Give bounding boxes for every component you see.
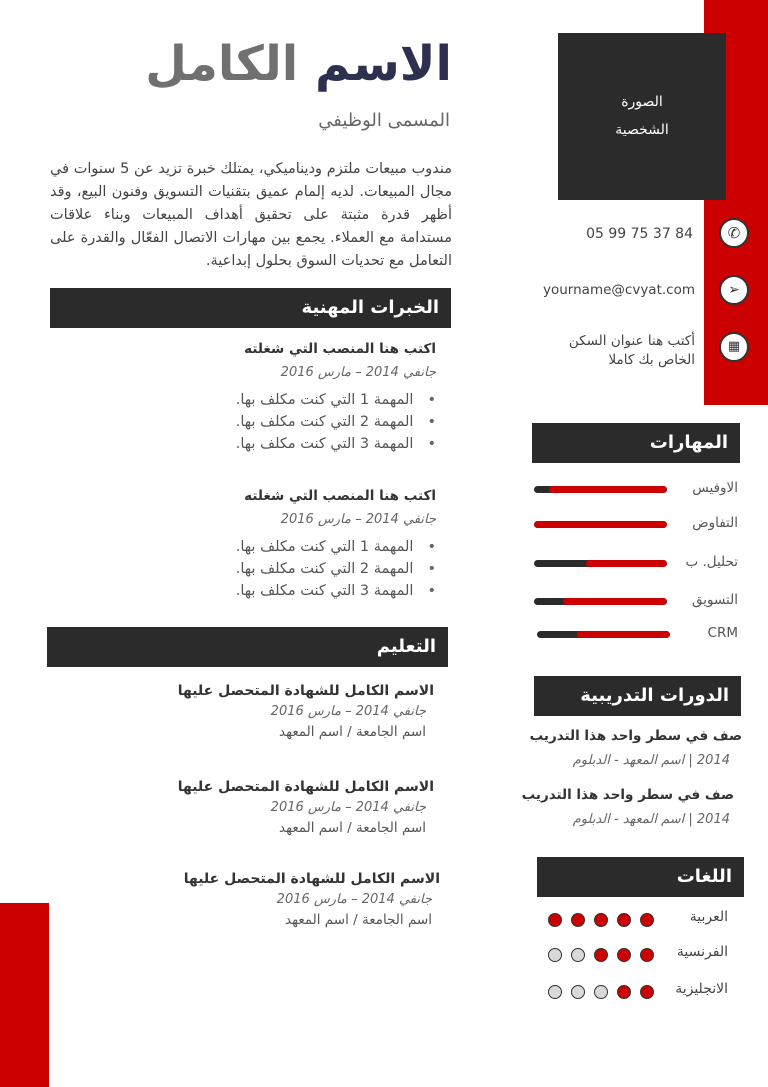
language-dot-empty [548,948,562,962]
language-dot-filled [548,913,562,927]
education-date: جانفي 2014 – مارس 2016 [270,704,426,719]
job-title: المسمى الوظيفي [318,110,450,131]
job-position: اكتب هنا المنصب التي شغلته [244,341,436,357]
skill-label: التسويق [692,592,738,608]
skill-bar-fill [563,598,667,605]
language-label: الانجليزية [675,981,728,997]
language-label: العربية [689,909,728,925]
course-detail: 2014 | اسم المعهد - الدبلوم [572,812,730,827]
photo-placeholder[interactable]: الصورة الشخصية [558,33,726,200]
job-position: اكتب هنا المنصب التي شغلته [244,488,436,504]
map-icon: ▦ [719,332,749,362]
address-line-1: أكتب هنا عنوان السكن [568,333,695,349]
experience-header: الخبرات المهنية [50,288,451,328]
skill-bar-fill [548,486,667,493]
language-dot-filled [571,913,585,927]
skill-label: التفاوض [692,515,738,531]
course-detail: 2014 | اسم المعهد - الدبلوم [572,753,730,768]
language-dot-empty [571,985,585,999]
task-list: المهمة 1 التي كنت مكلف بها. المهمة 2 الت… [136,389,436,455]
courses-header: الدورات التدريبية [534,676,741,716]
skill-label: CRM [707,625,738,641]
course-name: صف في سطر واحد هذا التدريب [521,787,734,803]
skill-bar [534,560,667,567]
education-item: الاسم الكامل للشهادة المتحصل عليها جانفي… [114,683,434,740]
job-2: اكتب هنا المنصب التي شغلته جانفي 2014 – … [136,488,436,602]
degree: الاسم الكامل للشهادة المتحصل عليها [177,683,434,699]
language-dot-filled [617,985,631,999]
degree: الاسم الكامل للشهادة المتحصل عليها [183,871,440,887]
address-line-2: الخاص بك كاملا [608,352,695,368]
email[interactable]: yourname@cvyat.com [543,282,695,298]
phone-icon: ✆ [719,218,749,248]
name-last: الكامل [145,36,299,92]
education-date: جانفي 2014 – مارس 2016 [270,800,426,815]
course-1: صف في سطر واحد هذا التدريب 2014 | اسم ال… [502,728,742,768]
skill-bar-fill [576,631,670,638]
skill-label: الاوفيس [692,480,738,496]
language-dot-filled [617,948,631,962]
phone: 05 99 75 37 84 [586,226,693,242]
language-dot-filled [640,948,654,962]
job-1: اكتب هنا المنصب التي شغلته جانفي 2014 – … [136,341,436,455]
full-name: الاسم الكامل [145,36,452,92]
task-list: المهمة 1 التي كنت مكلف بها. المهمة 2 الت… [136,536,436,602]
language-dot-empty [571,948,585,962]
skill-bar-fill [534,521,667,528]
skill-bar [534,486,667,493]
school: اسم الجامعة / اسم المعهد [279,724,426,740]
language-dot-empty [594,985,608,999]
photo-label-1: الصورة [621,94,663,110]
language-dot-filled [594,948,608,962]
task: المهمة 3 التي كنت مكلف بها. [136,580,436,602]
job-date: جانفي 2014 – مارس 2016 [280,365,436,380]
education-item: الاسم الكامل للشهادة المتحصل عليها جانفي… [120,871,440,928]
skill-bar [534,598,667,605]
summary: مندوب مبيعات ملتزم وديناميكي، يمتلك خبرة… [50,161,452,269]
course-name: صف في سطر واحد هذا التدريب [529,728,742,744]
skill-bar-fill [585,560,667,567]
job-date: جانفي 2014 – مارس 2016 [280,512,436,527]
language-dot-filled [594,913,608,927]
school: اسم الجامعة / اسم المعهد [279,820,426,836]
task: المهمة 2 التي كنت مكلف بها. [136,558,436,580]
skills-header: المهارات [532,423,740,463]
skill-bar [537,631,670,638]
language-dot-empty [548,985,562,999]
skill-label: تحليل. ب [685,554,738,570]
languages-header: اللغات [537,857,744,897]
language-label: الفرنسية [676,944,728,960]
task: المهمة 3 التي كنت مكلف بها. [136,433,436,455]
photo-label-2: الشخصية [615,122,669,138]
education-item: الاسم الكامل للشهادة المتحصل عليها جانفي… [114,779,434,836]
send-icon: ➢ [719,275,749,305]
school: اسم الجامعة / اسم المعهد [285,912,432,928]
task: المهمة 2 التي كنت مكلف بها. [136,411,436,433]
red-accent-bottom [0,903,49,1087]
language-dot-filled [617,913,631,927]
skill-bar [534,521,667,528]
education-date: جانفي 2014 – مارس 2016 [276,892,432,907]
address: أكتب هنا عنوان السكن الخاص بك كاملا [569,332,695,370]
task: المهمة 1 التي كنت مكلف بها. [136,389,436,411]
education-header: التعليم [47,627,448,667]
name-first: الاسم [314,36,452,92]
task: المهمة 1 التي كنت مكلف بها. [136,536,436,558]
language-dot-filled [640,913,654,927]
degree: الاسم الكامل للشهادة المتحصل عليها [177,779,434,795]
course-2: صف في سطر واحد هذا التدريب 2014 | اسم ال… [494,787,734,827]
language-dot-filled [640,985,654,999]
